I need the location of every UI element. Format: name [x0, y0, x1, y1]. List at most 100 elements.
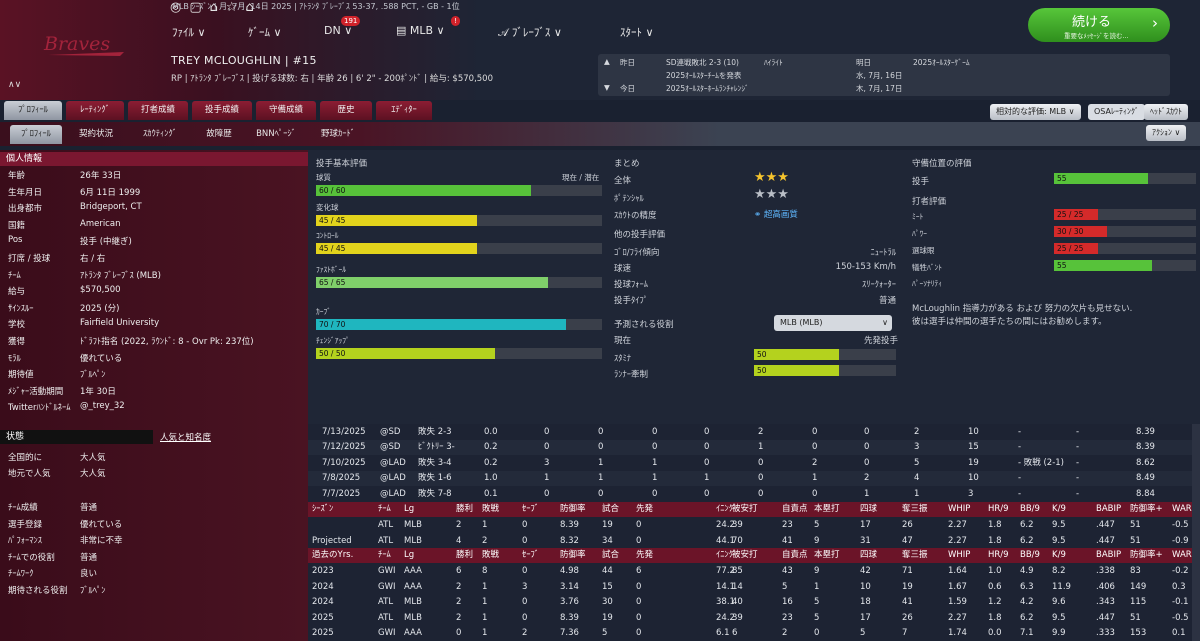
- cell: @LAD: [380, 473, 406, 484]
- news-text[interactable]: 2025ｵｰﾙｽﾀｰﾎｰﾑﾗﾝﾁｬﾚﾝｼﾞ: [666, 84, 749, 93]
- cell: @SD: [380, 442, 401, 453]
- header-cell: 奪三振: [902, 504, 928, 514]
- cell: 9.9: [1052, 628, 1066, 639]
- bat-fill: [1054, 260, 1152, 271]
- subtab-injury[interactable]: 故障歴: [206, 129, 232, 139]
- cell: 24.2: [716, 612, 735, 623]
- cell: 0: [544, 488, 550, 499]
- menu-game[interactable]: ｹﾞｰﾑ ∨: [248, 26, 282, 39]
- cell: 敗失 3-4: [418, 457, 452, 468]
- cell: 10: [968, 427, 979, 437]
- continue-button[interactable]: 続ける 重要なﾒｯｾｰｼﾞを読む... ›: [1028, 8, 1170, 42]
- scout-acc-value[interactable]: ⚭ 超高画質: [754, 210, 798, 220]
- pitch-value: 45 / 45: [319, 244, 346, 253]
- expand-arrows-icon[interactable]: ∧∨: [8, 80, 22, 90]
- news-up-icon[interactable]: ▲: [604, 57, 610, 66]
- game-row: 7/12/2025 @SD ﾋﾞｸﾄﾘｰ 3- 0.2 0 0 0 0 1 0 0 3 15 - - 8.39: [308, 440, 1192, 456]
- info-value: 1年 30日: [80, 386, 116, 397]
- header-cell: ｾｰﾌﾞ: [522, 550, 540, 560]
- news-text[interactable]: SD連戦敗北 2-3 (10): [666, 58, 739, 67]
- tab-batting[interactable]: 打者成績: [128, 101, 188, 120]
- bat-value: 25 / 25: [1057, 244, 1084, 253]
- pitch-value: 60 / 60: [319, 186, 346, 195]
- star-icon: ★★★: [754, 170, 789, 185]
- menu-file[interactable]: ﾌｧｲﾙ ∨: [172, 26, 206, 39]
- head-scout-toggle[interactable]: ﾍｯﾄﾞｽｶｳﾄ: [1144, 104, 1188, 120]
- bat-fill: [1054, 209, 1099, 220]
- season-info: MLB ｼｰｽﾞﾝ | 月, 7月, 14日 2025 | ｱﾄﾗﾝﾀ ﾌﾞﾚｰ…: [172, 2, 460, 11]
- other-title: 他の投手評価: [614, 230, 666, 240]
- cell: 0: [864, 457, 870, 468]
- cell: 2023: [312, 566, 334, 576]
- tab-editor[interactable]: ｴﾃﾞｨﾀｰ: [376, 101, 432, 120]
- top-icons[interactable]: ◎▢⌂☆⌂: [170, 0, 262, 15]
- pitch-fill: [316, 243, 477, 254]
- mlb-badge: !: [451, 16, 460, 26]
- tab-fielding[interactable]: 守備成績: [256, 101, 316, 120]
- osa-toggle[interactable]: OSAﾚｰﾃｨﾝｸﾞ: [1088, 104, 1145, 120]
- stats-table: 7/13/2025 @SD 敗失 2-3 0.0 0 0 0 0 2 0 0 2 10- -8.39 7/1…: [308, 424, 1192, 641]
- rating-select[interactable]: 相対的な評価: MLB ∨: [990, 104, 1081, 120]
- action-select[interactable]: ｱｸｼｮﾝ ∨: [1146, 125, 1187, 141]
- bat-bar: 30 / 30: [1054, 226, 1196, 237]
- cell: 11.9: [1052, 581, 1071, 592]
- menu-mlb[interactable]: ▤ MLB ∨: [396, 24, 445, 37]
- cell: 16: [782, 597, 793, 608]
- chevron-down-icon: ∨: [882, 318, 888, 327]
- info-value: ｱﾄﾗﾝﾀ ﾌﾞﾚｰﾌﾞｽ (MLB): [80, 270, 161, 281]
- other-value: 普通: [878, 296, 896, 306]
- info-value: 6月 11日 1999: [80, 187, 141, 198]
- table-scrollbar[interactable]: [1192, 424, 1200, 641]
- header-cell: 試合: [602, 550, 620, 560]
- cell: 0: [544, 442, 550, 453]
- tab-pitching[interactable]: 投手成績: [192, 101, 252, 120]
- cell: 5: [814, 612, 820, 623]
- header-cell: 防御率: [560, 550, 586, 560]
- role-select[interactable]: MLB (MLB) ∨: [774, 315, 892, 331]
- news-down-icon[interactable]: ▼: [604, 83, 610, 92]
- cell: .406: [1096, 581, 1115, 592]
- cell: 26: [902, 612, 913, 623]
- other-key: 投球ﾌｫｰﾑ: [614, 280, 649, 290]
- table-row: Projected ATL MLB 4 2 0 8.32 34 0 44.1 70 41 9 31 47 2.…: [308, 534, 1192, 549]
- cell: 51: [1130, 535, 1141, 546]
- subtab-bnn[interactable]: BNNﾍﾟｰｼﾞ: [256, 129, 296, 139]
- menu-braves[interactable]: 𝒜 ﾌﾞﾚｰﾌﾞｽ ∨: [498, 26, 562, 39]
- info-key: 給与: [8, 287, 26, 298]
- cell: 7/8/2025: [322, 473, 361, 484]
- subtab-card[interactable]: 野球ｶｰﾄﾞ: [320, 129, 355, 139]
- table-row: 2024 GWI AAA 2 1 3 3.14 15 0 14.1 14 5 1 10 19 1.67 0.6 6…: [308, 580, 1192, 595]
- left-panel: 個人情報 年齢 26年 33日 生年月日 6月 11日 1999 出身都市 Bridgep…: [0, 150, 308, 641]
- subtab-contract[interactable]: 契約状況: [78, 129, 113, 139]
- cell: 2: [456, 612, 462, 623]
- def-pos-bar: 55: [1054, 173, 1196, 184]
- cell: 43: [782, 566, 793, 576]
- status-key: 期待される役割: [8, 586, 68, 596]
- stamina-bar: 50: [754, 349, 896, 360]
- header-cell: BABIP: [1096, 550, 1122, 560]
- cell: 34: [602, 535, 613, 546]
- tab-ratings[interactable]: ﾚｰﾃｨﾝｸﾞ: [66, 101, 124, 120]
- news-tag: ﾊｲﾗｲﾄ: [764, 58, 783, 67]
- event-name[interactable]: 2025ｵｰﾙｽﾀｰｹﾞｰﾑ: [913, 58, 970, 67]
- subtab-profile[interactable]: ﾌﾟﾛﾌｨｰﾙ: [10, 125, 62, 144]
- menu-start[interactable]: ｽﾀｰﾄ ∨: [620, 26, 654, 39]
- tab-history[interactable]: 歴史: [320, 101, 372, 120]
- subtab-scouting[interactable]: ｽｶｳﾃｨﾝｸﾞ: [142, 129, 177, 139]
- event-date: 明日: [856, 58, 871, 67]
- pitch-name: ﾌｧｽﾄﾎﾞｰﾙ: [316, 265, 346, 274]
- cell: 44.1: [716, 535, 735, 546]
- cell: 1: [914, 488, 920, 499]
- header-cell: 四球: [860, 504, 878, 514]
- info-value: 2025 (分): [80, 303, 120, 314]
- popularity-link[interactable]: 人気と知名度: [160, 433, 212, 443]
- tab-profile[interactable]: ﾌﾟﾛﾌｨｰﾙ: [4, 101, 62, 120]
- now-label: 現在: [614, 336, 632, 346]
- news-text[interactable]: 2025ｵｰﾙｽﾀｰﾁｰﾑを発表: [666, 71, 742, 80]
- cell: 1.8: [988, 520, 1002, 530]
- cell: 敗失 2-3: [418, 427, 452, 437]
- table-row: 2023 GWI AAA 6 8 0 4.98 44 6 77.2 85 43 9 42 71 1.64 1.0…: [308, 564, 1192, 579]
- cell: 0.0: [484, 427, 498, 437]
- menu-dn[interactable]: DN ∨: [324, 24, 353, 37]
- game-row: 7/10/2025 @LAD 敗失 3-4 0.2 3 1 1 0 0 2 0 5 19 - 敗戦 (2-…: [308, 456, 1192, 471]
